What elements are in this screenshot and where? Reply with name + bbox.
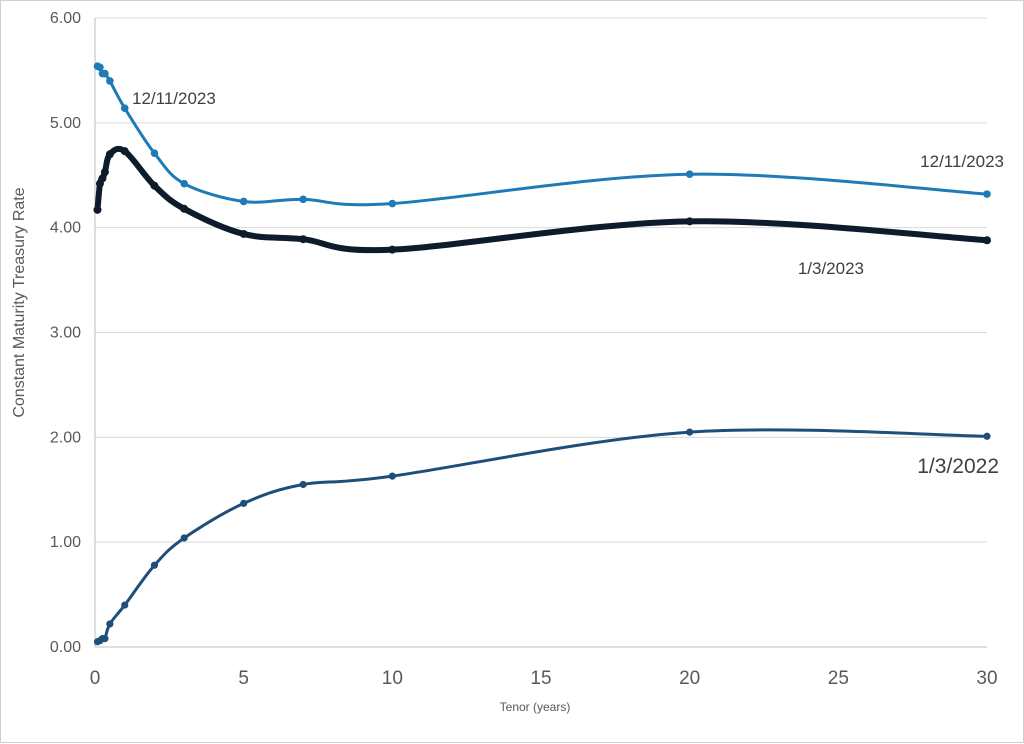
data-point: [180, 534, 188, 542]
data-point: [983, 190, 991, 198]
series-annotation: 1/3/2022: [917, 455, 999, 478]
x-tick-label: 15: [530, 668, 551, 689]
data-point: [299, 195, 307, 204]
y-tick-label: 6.00: [50, 10, 81, 27]
data-point: [106, 77, 114, 85]
x-tick-label: 5: [238, 668, 249, 689]
data-point: [150, 149, 159, 158]
x-tick-label: 30: [976, 668, 997, 689]
data-point: [106, 620, 114, 628]
data-point: [98, 174, 107, 183]
y-tick-label: 1.00: [50, 534, 81, 551]
series-annotation: 1/3/2023: [798, 259, 864, 278]
data-point: [105, 150, 114, 159]
data-point: [686, 428, 694, 436]
data-point: [150, 181, 159, 190]
data-point: [299, 480, 307, 489]
data-point: [388, 472, 396, 480]
series-annotation: 12/11/2023: [920, 152, 1004, 171]
series-line-dec-2023: [95, 64, 989, 207]
data-point: [685, 217, 694, 226]
y-tick-label: 4.00: [50, 220, 81, 237]
data-point: [983, 432, 991, 440]
data-point: [121, 601, 129, 609]
data-point: [685, 170, 694, 179]
x-tick-label: 10: [382, 668, 403, 689]
series-annotation: 12/11/2023: [132, 89, 216, 108]
x-tick-label: 20: [679, 668, 700, 689]
data-point: [150, 561, 159, 569]
data-point: [120, 147, 129, 156]
data-point: [100, 168, 109, 177]
y-tick-label: 0.00: [50, 639, 81, 656]
y-tick-label: 5.00: [50, 115, 81, 132]
data-point: [983, 236, 991, 245]
y-tick-label: 3.00: [50, 325, 81, 342]
data-point: [96, 63, 104, 72]
x-axis-label: Tenor (years): [500, 700, 571, 714]
data-point: [239, 229, 248, 238]
y-tick-label: 2.00: [50, 429, 81, 446]
data-point: [388, 245, 397, 254]
data-point: [101, 69, 109, 78]
data-point: [239, 197, 248, 206]
data-point: [120, 104, 129, 112]
series-line-jan-2022: [95, 428, 989, 644]
data-point: [93, 205, 102, 214]
data-point: [299, 235, 308, 244]
data-point: [180, 179, 188, 188]
x-tick-label: 0: [90, 668, 101, 689]
x-tick-label: 25: [828, 668, 849, 689]
y-axis-label: Constant Maturity Treasury Rate: [11, 187, 28, 417]
data-point: [180, 204, 189, 213]
data-point: [388, 199, 397, 208]
data-point: [240, 499, 248, 507]
data-point: [101, 635, 109, 643]
